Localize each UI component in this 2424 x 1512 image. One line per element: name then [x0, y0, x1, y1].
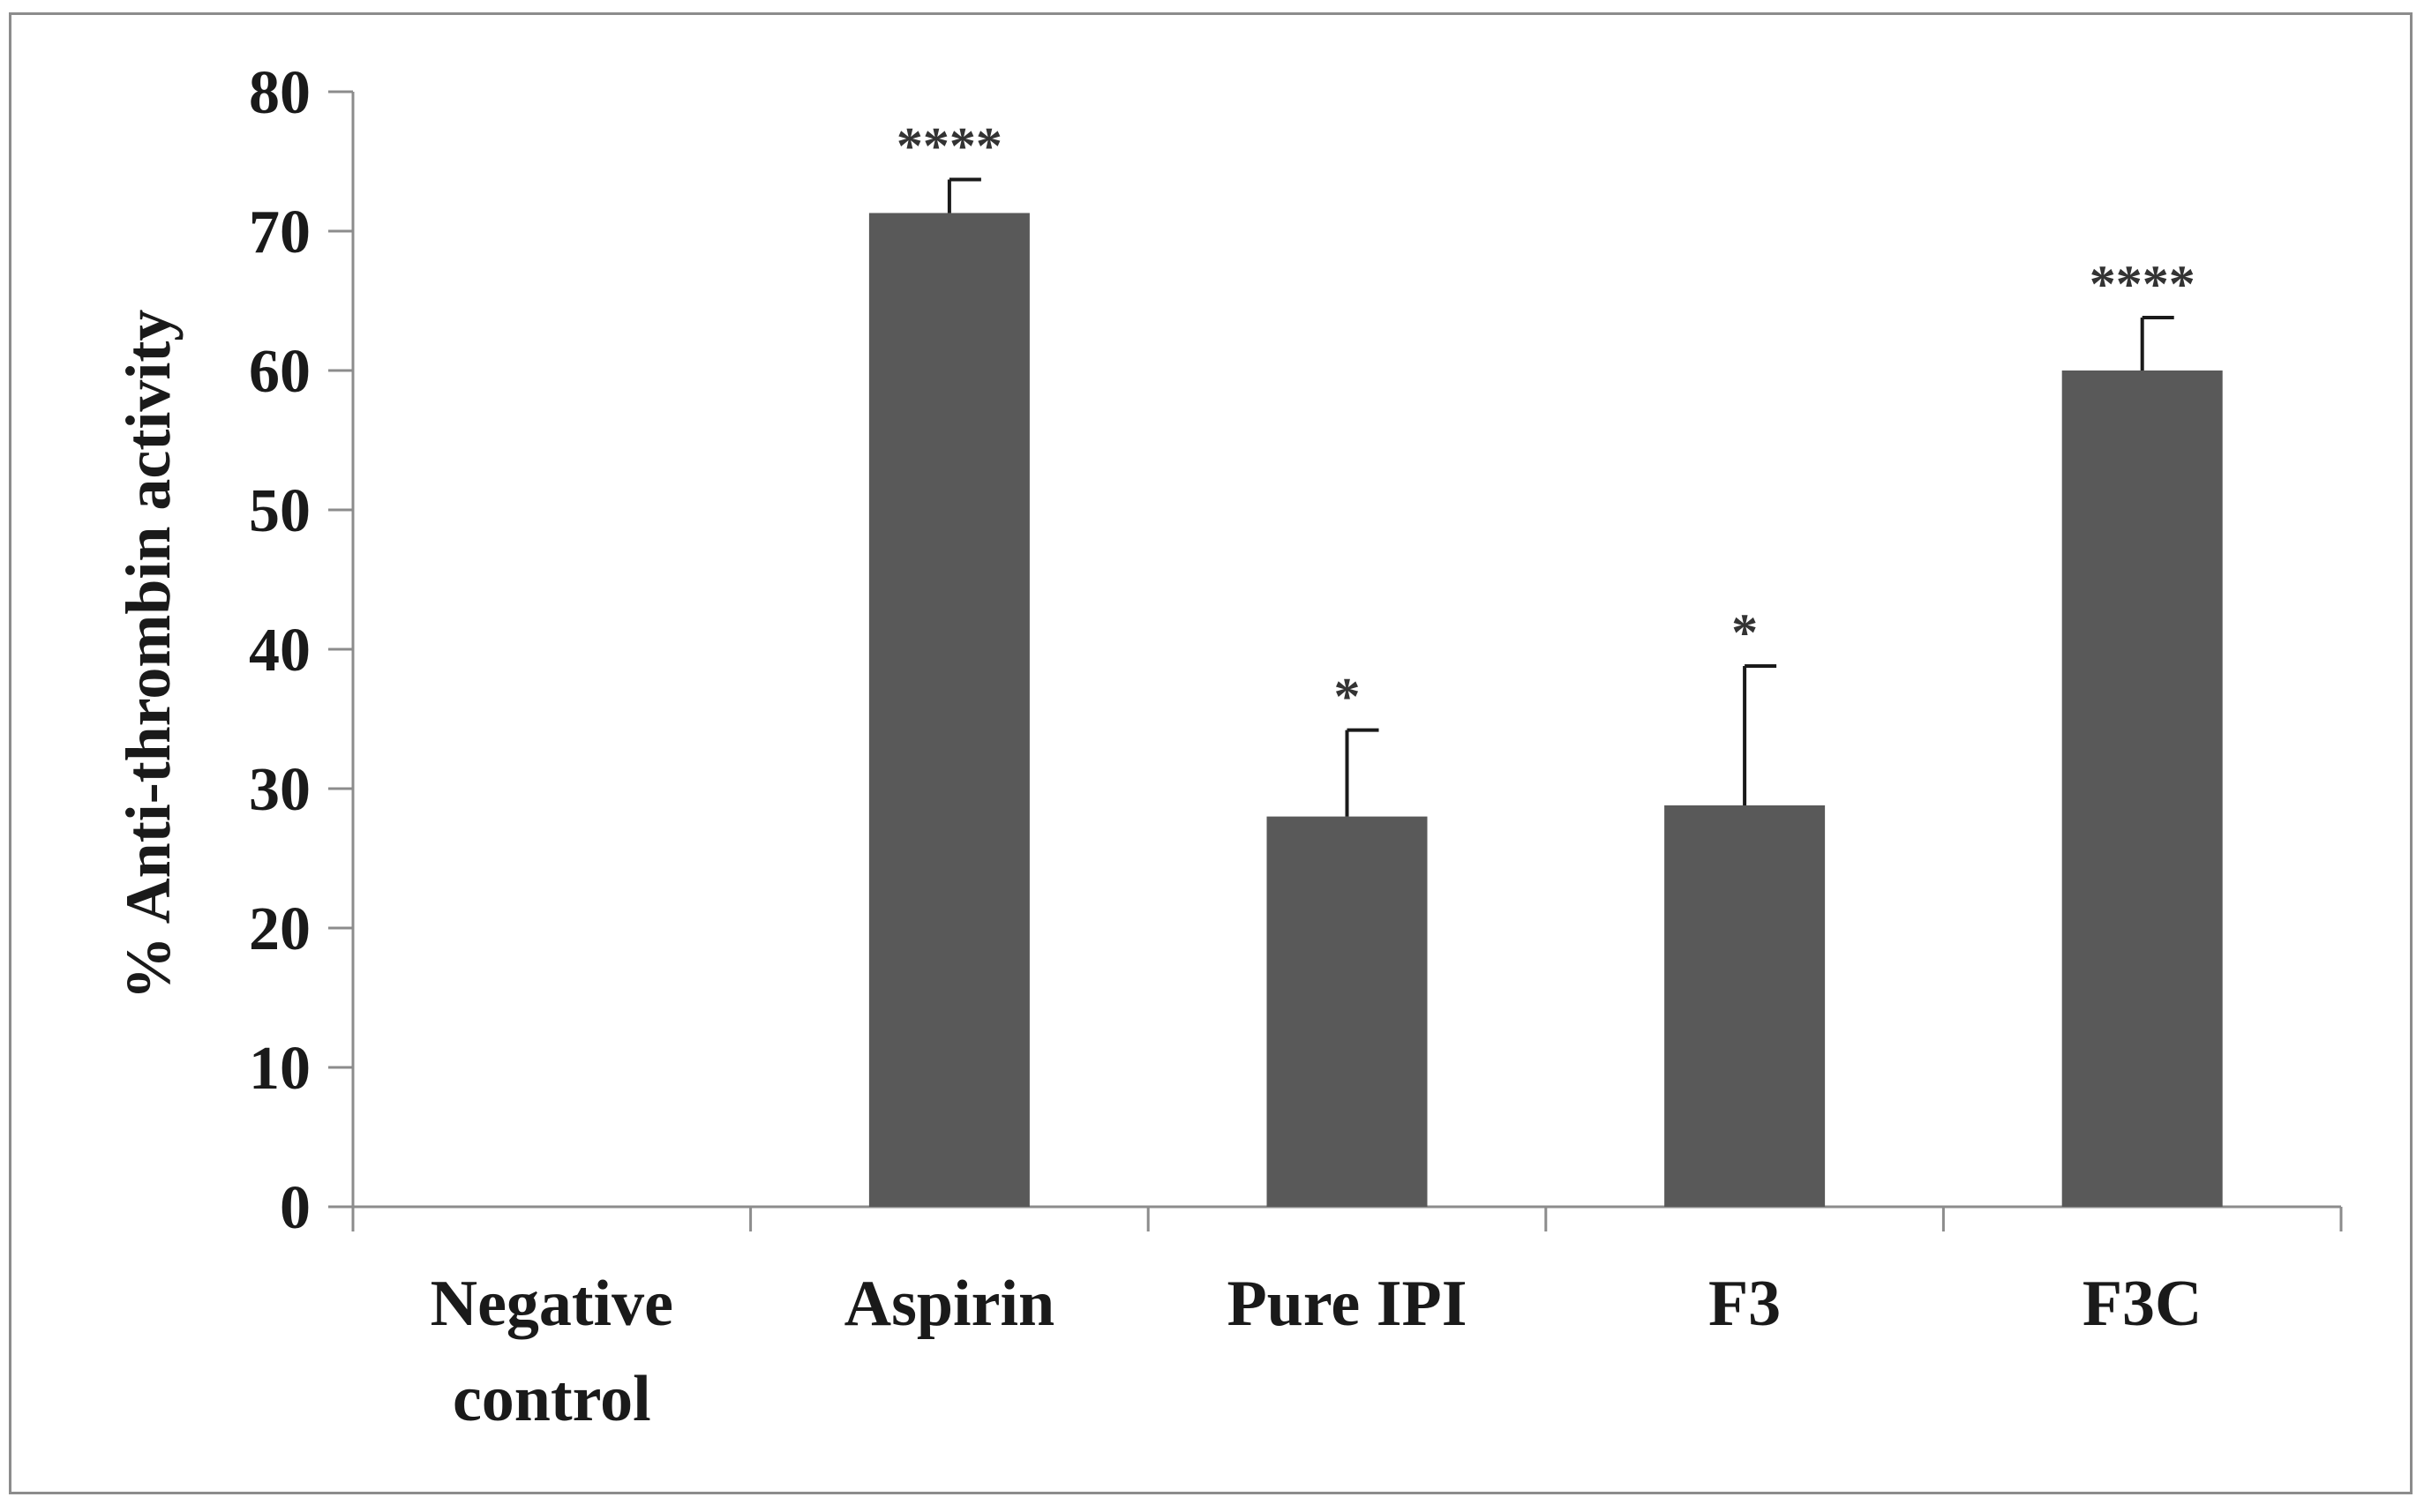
error-bars — [947, 177, 2174, 817]
y-axis: 0 10 20 30 40 50 60 70 80 — [249, 59, 355, 1242]
x-axis — [351, 1205, 2343, 1231]
labels: Negative control **** Aspirin * Pure IPI * F3 **… — [431, 117, 2203, 1435]
category-label: control — [453, 1363, 651, 1435]
y-tick-label: 60 — [249, 338, 311, 406]
bar — [1266, 816, 1428, 1207]
category-label: Aspirin — [844, 1268, 1055, 1340]
y-tick-label: 0 — [280, 1174, 311, 1242]
y-tick-label: 20 — [249, 895, 311, 963]
bar — [868, 213, 1030, 1208]
y-tick-label: 40 — [249, 617, 311, 685]
bar — [2061, 371, 2223, 1207]
category-label: F3 — [1708, 1268, 1781, 1340]
category-label: Pure IPI — [1227, 1268, 1467, 1340]
significance-label: * — [1731, 603, 1758, 662]
y-tick-label: 80 — [249, 59, 311, 127]
y-tick-label: 70 — [249, 198, 311, 266]
significance-label: * — [1334, 668, 1361, 726]
chart-frame — [9, 12, 2413, 1494]
y-tick-label: 50 — [249, 477, 311, 545]
category-label: F3C — [2083, 1268, 2203, 1340]
bar — [1664, 805, 1826, 1207]
y-tick-label: 30 — [249, 756, 311, 824]
category-label: Negative — [431, 1268, 673, 1340]
bars — [868, 213, 2223, 1208]
significance-label: **** — [2090, 255, 2195, 313]
significance-label: **** — [897, 117, 1002, 176]
y-tick-label: 10 — [249, 1035, 311, 1103]
y-axis-title: % Anti-thrombin activity — [113, 310, 184, 1000]
